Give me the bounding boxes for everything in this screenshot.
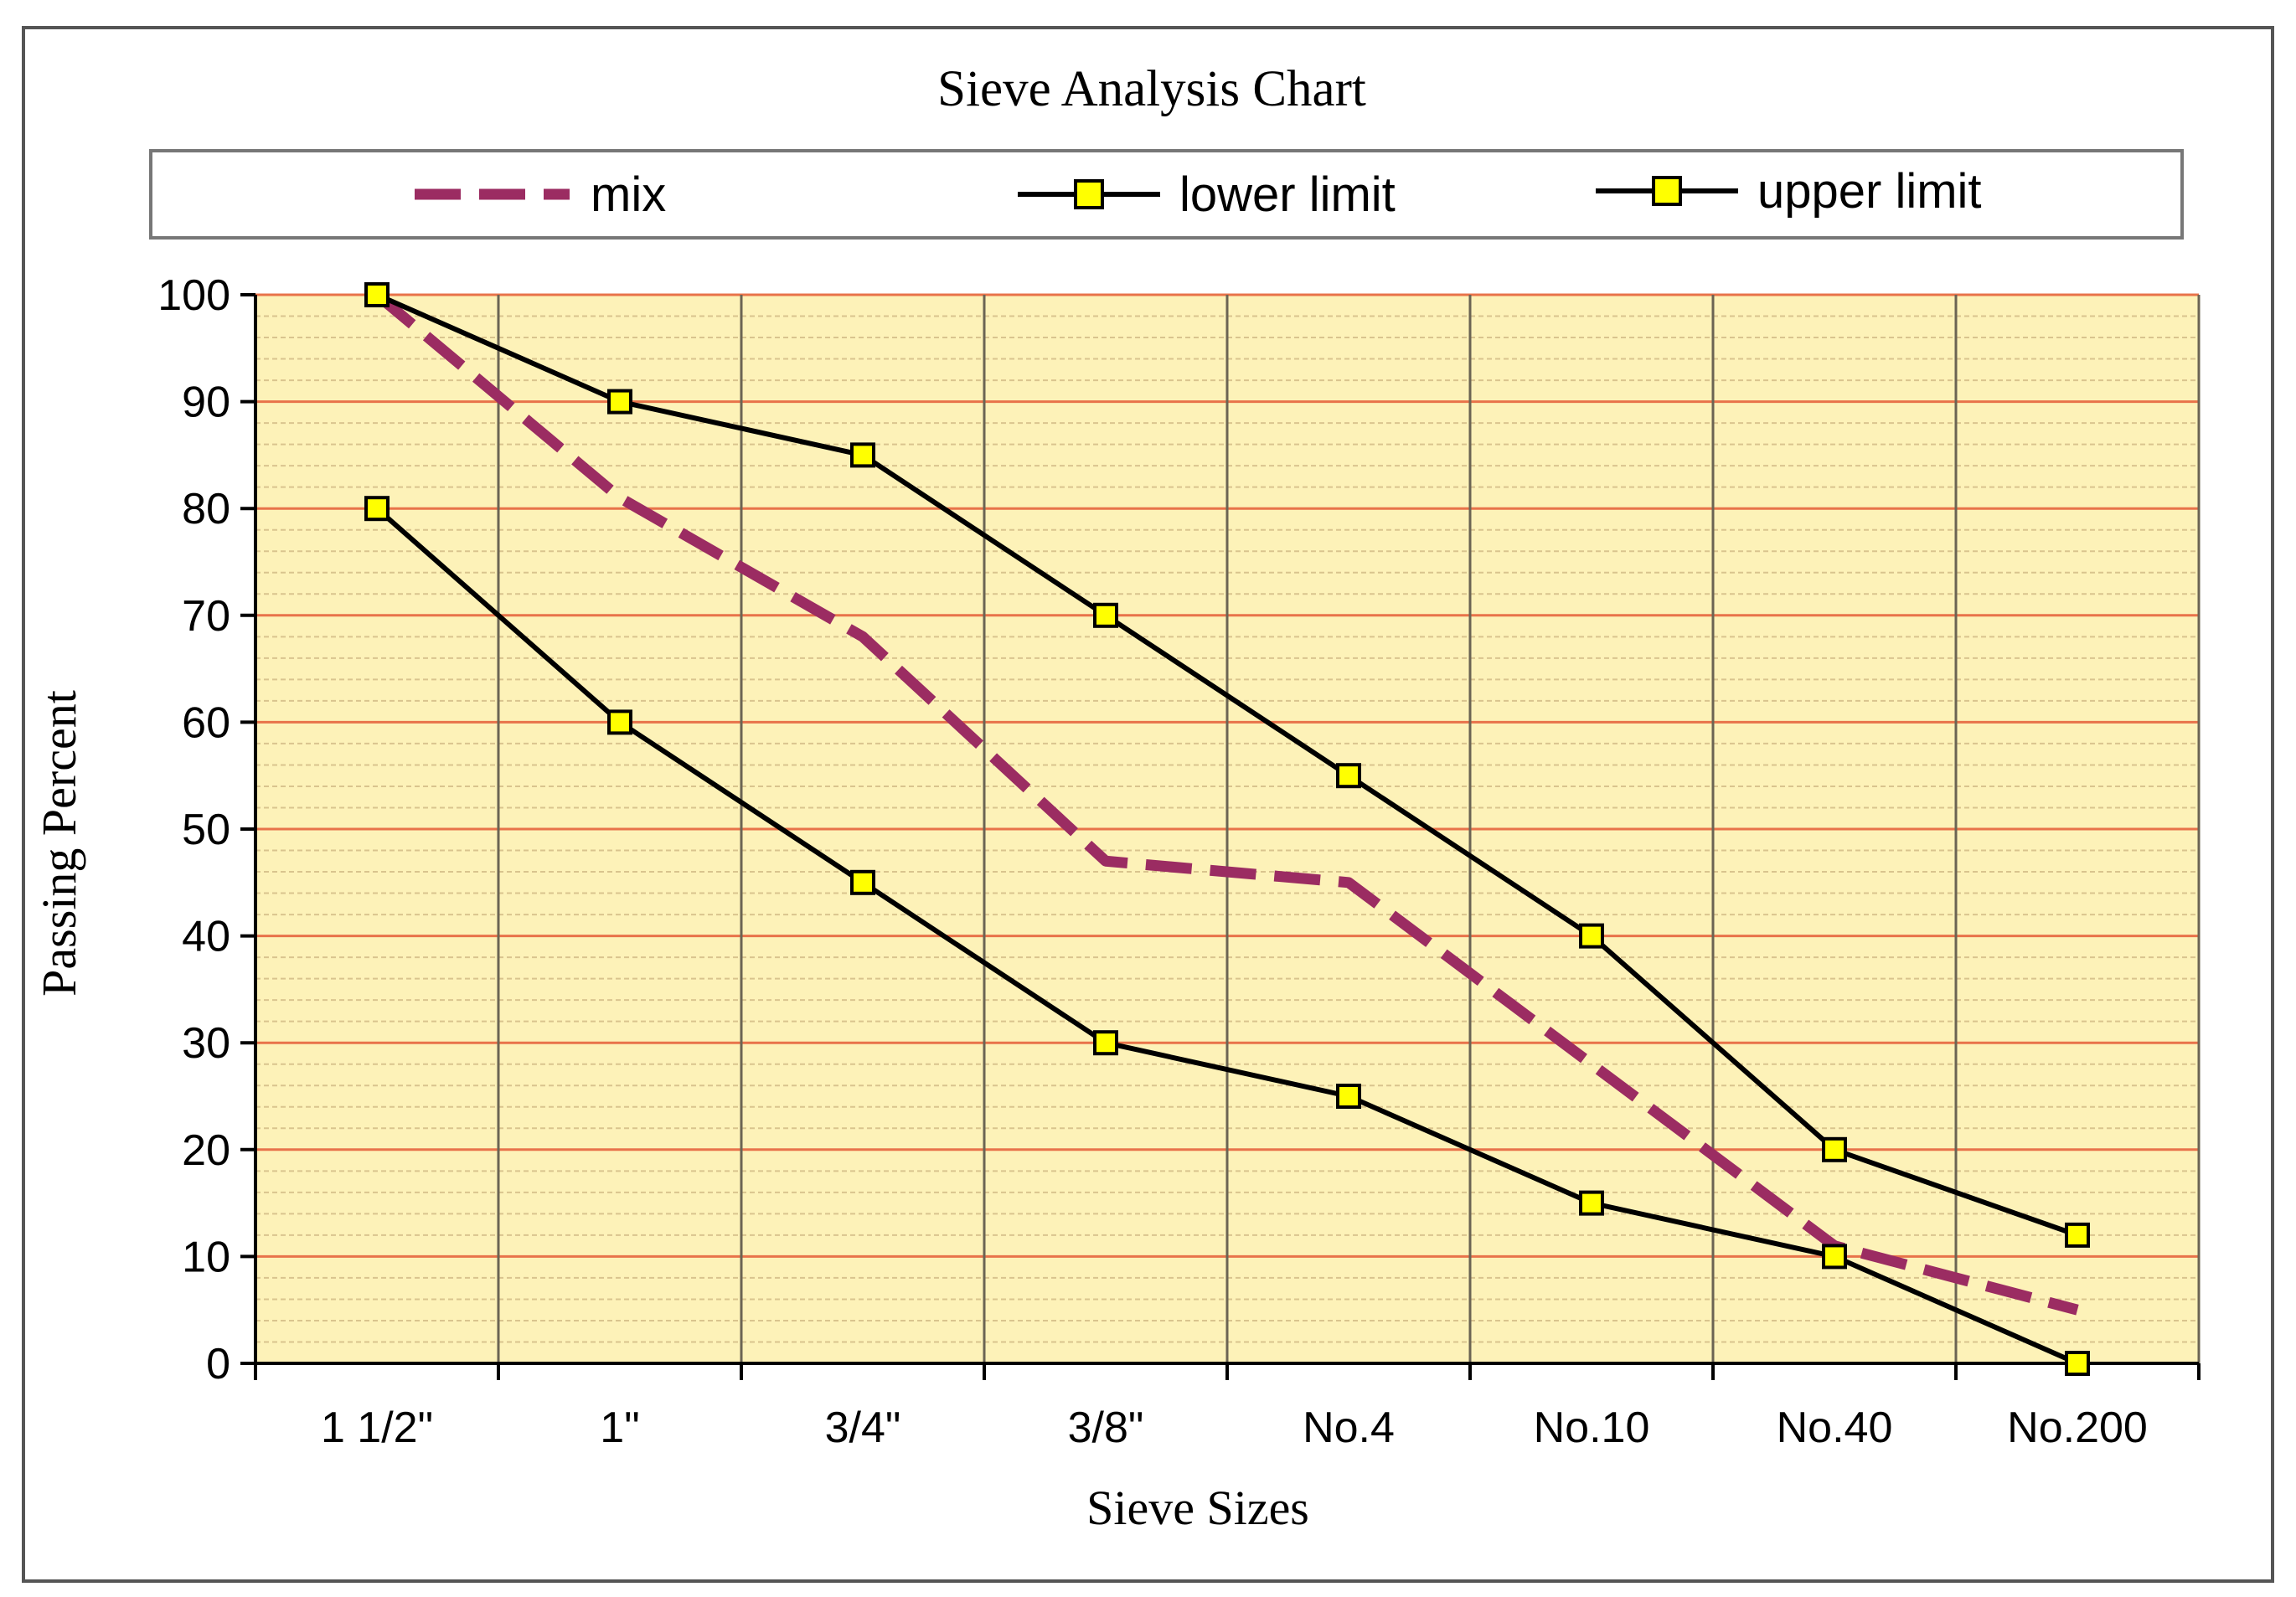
legend-upper-label: upper limit <box>1757 164 1982 219</box>
y-tick-label: 30 <box>182 1019 230 1068</box>
data-point-upper-limit <box>607 389 632 415</box>
data-point-lower-limit <box>1093 1030 1118 1056</box>
data-point-upper-limit <box>1093 602 1118 628</box>
x-tick-label: No.40 <box>1777 1404 1893 1452</box>
data-point-upper-limit <box>1822 1136 1847 1162</box>
legend-mix-label: mix <box>591 167 666 222</box>
x-tick-label: 3/4" <box>825 1404 901 1452</box>
y-tick-label: 0 <box>206 1340 230 1388</box>
chart-title: Sieve Analysis Chart <box>937 61 1366 117</box>
y-tick-label: 50 <box>182 806 230 854</box>
data-point-upper-limit <box>850 442 875 468</box>
y-tick-label: 10 <box>182 1233 230 1281</box>
data-point-upper-limit <box>2065 1222 2090 1248</box>
x-tick-label: 3/8" <box>1068 1404 1144 1452</box>
x-tick-label: No.200 <box>2007 1404 2148 1452</box>
data-point-lower-limit <box>1822 1244 1847 1270</box>
data-point-upper-limit <box>1336 763 1361 789</box>
data-point-lower-limit <box>364 496 390 522</box>
y-tick-label: 20 <box>182 1126 230 1175</box>
x-tick-label: 1" <box>600 1404 639 1452</box>
legend-lower-label: lower limit <box>1179 167 1396 222</box>
series-line-lower-limit <box>375 506 2079 1366</box>
series-line-mix <box>373 291 2079 1316</box>
legend-upper-marker <box>1652 176 1682 206</box>
y-tick-label: 100 <box>157 271 230 320</box>
x-tick-label: No.4 <box>1303 1404 1395 1452</box>
y-tick-label: 80 <box>182 485 230 533</box>
y-tick-label: 70 <box>182 592 230 641</box>
legend: mix lower limit upper limit <box>149 149 2184 240</box>
x-tick-label: No.10 <box>1534 1404 1650 1452</box>
data-point-upper-limit <box>1579 923 1604 949</box>
data-point-lower-limit <box>2065 1351 2090 1376</box>
y-tick-label: 40 <box>182 913 230 961</box>
y-tick-label: 60 <box>182 698 230 747</box>
x-axis-title: Sieve Sizes <box>1086 1481 1309 1535</box>
legend-lower-marker <box>1074 179 1104 209</box>
x-tick-label: 1 1/2" <box>321 1404 433 1452</box>
plot-area: 0 10 20 30 40 50 60 70 80 90 100 1 1/2" 1" 3/4" 3/8" No… <box>157 271 2201 1452</box>
series-line-upper-limit <box>375 292 2078 1238</box>
data-point-lower-limit <box>607 709 632 735</box>
y-axis-title: Passing Percent <box>32 690 86 997</box>
data-point-lower-limit <box>1336 1084 1361 1109</box>
data-point-lower-limit <box>1579 1190 1604 1216</box>
data-point-upper-limit <box>364 282 390 307</box>
data-point-lower-limit <box>850 869 875 895</box>
y-tick-label: 90 <box>182 379 230 427</box>
